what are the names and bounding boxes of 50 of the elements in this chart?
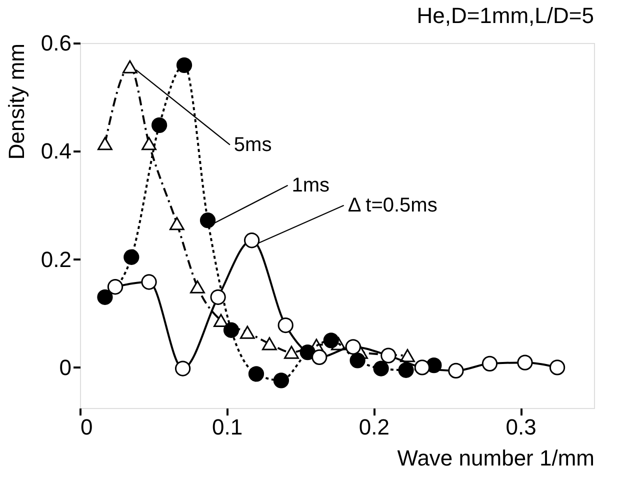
point bbox=[151, 117, 168, 133]
point bbox=[373, 360, 389, 376]
point bbox=[142, 137, 156, 150]
point bbox=[549, 360, 566, 376]
point bbox=[97, 289, 113, 305]
y-tick-label: 0.6 bbox=[40, 30, 72, 56]
x-axis-title: Wave number 1/mm bbox=[397, 446, 594, 470]
point bbox=[174, 360, 191, 376]
y-axis-title: Density mm bbox=[4, 44, 29, 160]
y-tick-label: 0 bbox=[59, 354, 72, 380]
x-tick-label: 0.3 bbox=[506, 414, 536, 440]
point bbox=[345, 339, 361, 355]
point bbox=[244, 232, 260, 248]
x-tick-label: 0.1 bbox=[212, 414, 243, 440]
point bbox=[124, 249, 140, 265]
point bbox=[141, 274, 157, 290]
y-tick-label: 0.4 bbox=[40, 138, 72, 164]
point bbox=[98, 137, 112, 150]
point bbox=[448, 362, 464, 378]
point bbox=[482, 356, 498, 372]
annotation: Δ t=0.5ms bbox=[348, 194, 438, 216]
y-tick-label: 0.2 bbox=[40, 246, 72, 272]
point bbox=[200, 212, 216, 228]
x-tick-label: 0.2 bbox=[358, 414, 390, 440]
point bbox=[350, 352, 366, 368]
point bbox=[414, 360, 430, 376]
point bbox=[380, 348, 396, 364]
point bbox=[169, 217, 184, 230]
x-tick-label: 0 bbox=[80, 414, 93, 440]
point bbox=[517, 354, 533, 370]
point bbox=[240, 326, 255, 339]
chart-title: He,D=1mm,L/D=5 bbox=[416, 3, 594, 28]
point bbox=[400, 348, 415, 362]
point bbox=[323, 332, 339, 348]
point bbox=[312, 349, 328, 365]
point bbox=[398, 362, 414, 378]
point bbox=[107, 279, 124, 295]
point bbox=[214, 314, 228, 327]
point bbox=[278, 317, 294, 334]
point bbox=[176, 57, 192, 73]
point bbox=[190, 280, 205, 294]
point bbox=[210, 289, 226, 305]
point bbox=[122, 60, 138, 74]
point bbox=[284, 346, 299, 359]
annotation: 5ms bbox=[234, 134, 272, 156]
point bbox=[223, 322, 240, 338]
point bbox=[248, 366, 264, 382]
annotation: 1ms bbox=[292, 174, 330, 196]
point bbox=[262, 337, 277, 350]
point bbox=[273, 372, 290, 388]
